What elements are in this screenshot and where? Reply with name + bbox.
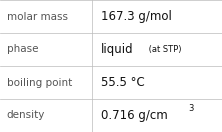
Text: 0.716 g/cm: 0.716 g/cm	[101, 109, 168, 122]
Text: liquid: liquid	[101, 43, 134, 56]
Text: boiling point: boiling point	[7, 77, 72, 88]
Text: 55.5 °C: 55.5 °C	[101, 76, 145, 89]
Text: 167.3 g/mol: 167.3 g/mol	[101, 10, 172, 23]
Text: phase: phase	[7, 44, 38, 55]
Text: molar mass: molar mass	[7, 11, 68, 22]
Text: (at STP): (at STP)	[147, 45, 182, 54]
Text: 3: 3	[188, 104, 194, 113]
Text: density: density	[7, 110, 45, 121]
